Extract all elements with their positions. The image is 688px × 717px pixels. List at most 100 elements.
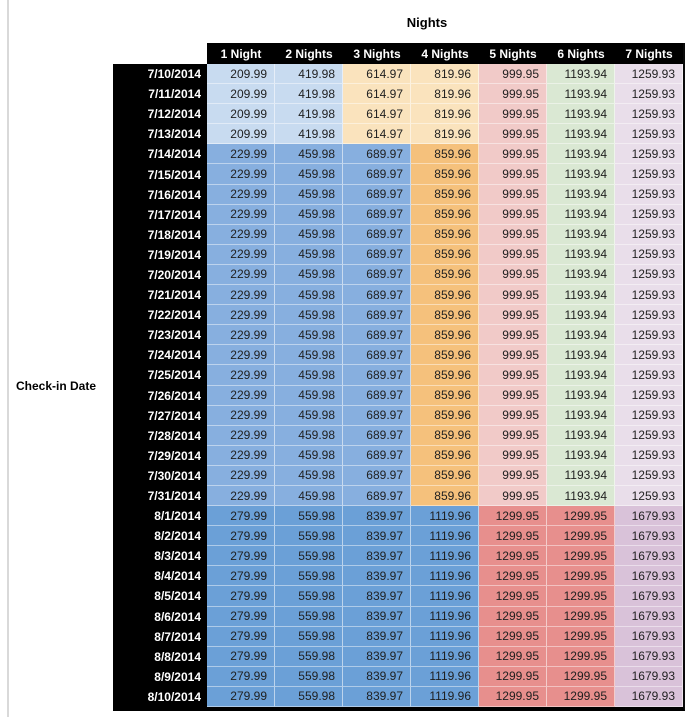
- price-cell[interactable]: 459.98: [275, 365, 343, 386]
- row-header-date[interactable]: 8/7/2014: [113, 626, 207, 647]
- price-cell[interactable]: 1259.93: [615, 385, 683, 406]
- price-cell[interactable]: 1259.93: [615, 465, 683, 486]
- row-header-date[interactable]: 7/17/2014: [113, 204, 207, 225]
- price-cell[interactable]: 1193.94: [547, 325, 615, 346]
- price-cell[interactable]: 229.99: [207, 425, 275, 446]
- column-header-5-nights[interactable]: 5 Nights: [479, 43, 547, 64]
- row-header-date[interactable]: 7/13/2014: [113, 124, 207, 145]
- price-cell[interactable]: 419.98: [275, 104, 343, 125]
- row-header-date[interactable]: 7/11/2014: [113, 84, 207, 105]
- price-cell[interactable]: 999.95: [479, 204, 547, 225]
- price-cell[interactable]: 1259.93: [615, 204, 683, 225]
- price-cell[interactable]: 859.96: [411, 445, 479, 466]
- price-cell[interactable]: 1259.93: [615, 224, 683, 245]
- price-cell[interactable]: 1679.93: [615, 666, 683, 687]
- price-cell[interactable]: 1679.93: [615, 586, 683, 607]
- row-header-date[interactable]: 7/25/2014: [113, 365, 207, 386]
- price-cell[interactable]: 839.97: [343, 546, 411, 567]
- price-cell[interactable]: 999.95: [479, 144, 547, 165]
- price-cell[interactable]: 689.97: [343, 345, 411, 366]
- price-cell[interactable]: 1299.95: [547, 626, 615, 647]
- price-cell[interactable]: 1679.93: [615, 526, 683, 547]
- price-cell[interactable]: 1193.94: [547, 365, 615, 386]
- row-header-date[interactable]: 7/27/2014: [113, 405, 207, 426]
- price-cell[interactable]: 689.97: [343, 385, 411, 406]
- price-cell[interactable]: 614.97: [343, 64, 411, 85]
- price-cell[interactable]: 859.96: [411, 365, 479, 386]
- price-cell[interactable]: 1679.93: [615, 686, 683, 707]
- price-cell[interactable]: 999.95: [479, 485, 547, 507]
- price-cell[interactable]: 999.95: [479, 325, 547, 346]
- price-cell[interactable]: 1299.95: [479, 526, 547, 547]
- price-cell[interactable]: 229.99: [207, 325, 275, 346]
- price-cell[interactable]: 859.96: [411, 144, 479, 165]
- price-cell[interactable]: 859.96: [411, 184, 479, 205]
- price-cell[interactable]: 1299.95: [479, 666, 547, 687]
- price-cell[interactable]: 1299.95: [479, 626, 547, 647]
- price-cell[interactable]: 1299.95: [479, 686, 547, 707]
- price-cell[interactable]: 279.99: [207, 646, 275, 667]
- price-cell[interactable]: 999.95: [479, 64, 547, 85]
- row-header-date[interactable]: 7/14/2014: [113, 144, 207, 165]
- price-cell[interactable]: 1193.94: [547, 144, 615, 165]
- price-cell[interactable]: 819.96: [411, 124, 479, 145]
- price-cell[interactable]: 999.95: [479, 244, 547, 265]
- price-cell[interactable]: 839.97: [343, 666, 411, 687]
- price-cell[interactable]: 839.97: [343, 506, 411, 527]
- price-cell[interactable]: 279.99: [207, 666, 275, 687]
- price-cell[interactable]: 419.98: [275, 64, 343, 85]
- price-cell[interactable]: 859.96: [411, 345, 479, 366]
- price-cell[interactable]: 209.99: [207, 84, 275, 105]
- price-cell[interactable]: 614.97: [343, 124, 411, 145]
- price-cell[interactable]: 689.97: [343, 325, 411, 346]
- price-cell[interactable]: 229.99: [207, 244, 275, 265]
- price-cell[interactable]: 1259.93: [615, 144, 683, 165]
- price-cell[interactable]: 279.99: [207, 506, 275, 527]
- price-cell[interactable]: 1259.93: [615, 405, 683, 426]
- price-cell[interactable]: 1259.93: [615, 365, 683, 386]
- row-header-date[interactable]: 8/1/2014: [113, 506, 207, 527]
- price-cell[interactable]: 459.98: [275, 465, 343, 486]
- price-cell[interactable]: 1259.93: [615, 64, 683, 85]
- price-cell[interactable]: 279.99: [207, 626, 275, 647]
- price-cell[interactable]: 999.95: [479, 104, 547, 125]
- price-cell[interactable]: 1119.96: [411, 646, 479, 667]
- price-cell[interactable]: 1299.95: [479, 566, 547, 587]
- price-cell[interactable]: 1119.96: [411, 686, 479, 707]
- price-cell[interactable]: 689.97: [343, 405, 411, 426]
- price-cell[interactable]: 614.97: [343, 84, 411, 105]
- price-cell[interactable]: 459.98: [275, 325, 343, 346]
- price-cell[interactable]: 1259.93: [615, 485, 683, 507]
- row-header-date[interactable]: 7/19/2014: [113, 244, 207, 265]
- price-cell[interactable]: 1119.96: [411, 546, 479, 567]
- price-cell[interactable]: 459.98: [275, 164, 343, 185]
- price-cell[interactable]: 1259.93: [615, 164, 683, 185]
- price-cell[interactable]: 1299.95: [547, 586, 615, 607]
- price-cell[interactable]: 459.98: [275, 224, 343, 245]
- row-header-date[interactable]: 7/10/2014: [113, 64, 207, 85]
- price-cell[interactable]: 1193.94: [547, 124, 615, 145]
- price-cell[interactable]: 1193.94: [547, 64, 615, 85]
- price-cell[interactable]: 1299.95: [547, 646, 615, 667]
- price-cell[interactable]: 1259.93: [615, 285, 683, 306]
- price-cell[interactable]: 279.99: [207, 526, 275, 547]
- price-cell[interactable]: 1193.94: [547, 485, 615, 507]
- price-cell[interactable]: 859.96: [411, 285, 479, 306]
- price-cell[interactable]: 559.98: [275, 626, 343, 647]
- price-cell[interactable]: 689.97: [343, 465, 411, 486]
- price-cell[interactable]: 1193.94: [547, 345, 615, 366]
- price-cell[interactable]: 689.97: [343, 184, 411, 205]
- price-cell[interactable]: 459.98: [275, 184, 343, 205]
- price-cell[interactable]: 419.98: [275, 84, 343, 105]
- price-cell[interactable]: 559.98: [275, 586, 343, 607]
- price-cell[interactable]: 859.96: [411, 485, 479, 507]
- price-cell[interactable]: 1193.94: [547, 425, 615, 446]
- row-header-date[interactable]: 7/16/2014: [113, 184, 207, 205]
- price-cell[interactable]: 689.97: [343, 204, 411, 225]
- price-cell[interactable]: 1299.95: [547, 686, 615, 707]
- price-cell[interactable]: 229.99: [207, 485, 275, 507]
- price-cell[interactable]: 689.97: [343, 425, 411, 446]
- price-cell[interactable]: 1119.96: [411, 626, 479, 647]
- price-cell[interactable]: 689.97: [343, 164, 411, 185]
- price-cell[interactable]: 459.98: [275, 485, 343, 507]
